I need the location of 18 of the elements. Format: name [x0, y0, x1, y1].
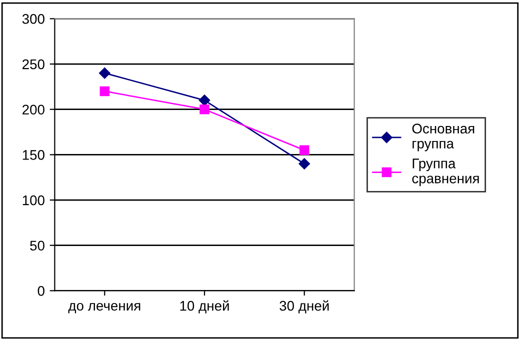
point — [298, 158, 310, 170]
y-tick-label: 250 — [22, 59, 44, 70]
y-tick-label: 150 — [22, 150, 44, 160]
x-tick-label: до лечения — [68, 303, 140, 314]
y-tick-label: 100 — [22, 195, 44, 206]
x-tick-label: 30 дней — [280, 300, 329, 314]
legend-label: Основная группа — [412, 124, 474, 152]
y-tick-label: 200 — [22, 104, 44, 115]
point — [299, 145, 310, 156]
point — [100, 86, 110, 96]
point — [198, 94, 210, 106]
y-tick-label: 50 — [30, 240, 44, 251]
point — [99, 67, 110, 79]
y-tick-label: 0 — [38, 286, 44, 296]
x-tick-label: 10 дней — [180, 300, 229, 314]
y-tick-label: 300 — [22, 14, 44, 24]
legend-label: Группа сравнения — [412, 158, 479, 186]
point — [200, 104, 210, 114]
